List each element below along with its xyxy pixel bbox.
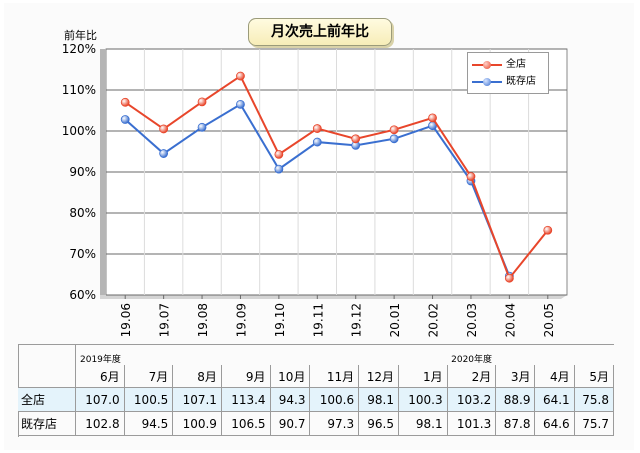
data-point-existing-stores bbox=[236, 99, 245, 109]
table-cell: 64.1 bbox=[534, 387, 575, 412]
legend-label-existing-stores: 既存店 bbox=[506, 76, 536, 87]
data-point-all-stores bbox=[428, 113, 437, 123]
table-cell: 100.9 bbox=[172, 411, 222, 436]
x-tick-label: 19.09 bbox=[234, 303, 248, 337]
table-cell: 100.6 bbox=[309, 387, 360, 412]
data-point-all-stores bbox=[466, 172, 476, 181]
data-table: 2019年度 2020年度 6月 7月 8月 9月 10月 11月 12月 1月 2月 3月 4月 5… bbox=[18, 345, 615, 436]
table-cell: 97.3 bbox=[309, 411, 360, 436]
table-cell: 103.2 bbox=[447, 387, 497, 412]
x-tick-label: 20.02 bbox=[427, 303, 441, 337]
table-cell: 100.5 bbox=[124, 387, 174, 412]
data-point-all-stores bbox=[197, 97, 207, 107]
row-label: 全店 bbox=[18, 387, 76, 412]
month-header-cell: 8月 bbox=[172, 365, 222, 388]
table-cell: 75.8 bbox=[574, 387, 615, 412]
x-tick-label: 19.10 bbox=[273, 303, 287, 337]
table-cell: 102.8 bbox=[75, 411, 125, 436]
y-axis-label: 前年比 bbox=[64, 29, 97, 42]
table-cell: 101.3 bbox=[447, 411, 497, 436]
y-tick-label: 80% bbox=[69, 206, 96, 220]
table-cell: 98.1 bbox=[358, 387, 399, 412]
x-tick-label: 19.12 bbox=[350, 303, 364, 337]
fy2020-label: 2020年度 bbox=[451, 355, 493, 365]
fy2019-label: 2019年度 bbox=[80, 355, 121, 365]
data-point-existing-stores bbox=[197, 122, 207, 132]
y-tick-label: 60% bbox=[69, 288, 96, 302]
x-tick-label: 20.05 bbox=[542, 303, 556, 337]
month-header-cell: 5月 bbox=[574, 365, 615, 388]
table-cell: 75.7 bbox=[574, 411, 615, 436]
data-point-all-stores bbox=[351, 134, 361, 144]
y-tick-label: 110% bbox=[62, 83, 96, 97]
row-label: 既存店 bbox=[18, 411, 76, 436]
table-row-all-stores: 全店 107.0 100.5 107.1 113.4 94.3 100.6 98.1 100.… bbox=[18, 387, 615, 412]
data-point-all-stores bbox=[543, 225, 553, 235]
table-cell: 106.5 bbox=[221, 411, 271, 436]
legend-marker bbox=[483, 61, 491, 69]
plot-depth-wall bbox=[100, 49, 106, 295]
table-cell: 94.5 bbox=[124, 411, 174, 436]
table-cell: 107.1 bbox=[172, 387, 222, 412]
month-header-cell: 11月 bbox=[309, 365, 360, 388]
month-header-cell: 2月 bbox=[447, 365, 497, 388]
month-header-cell: 3月 bbox=[495, 365, 536, 388]
table-cell: 94.3 bbox=[270, 387, 311, 412]
table-cell: 113.4 bbox=[221, 387, 271, 412]
month-header-cell: 9月 bbox=[221, 365, 271, 388]
x-tick-label: 19.11 bbox=[311, 303, 325, 337]
month-header-cell: 7月 bbox=[124, 365, 174, 388]
y-tick-label: 120% bbox=[62, 42, 96, 56]
series-line-all-stores bbox=[124, 74, 549, 281]
y-tick-label: 70% bbox=[69, 247, 96, 261]
x-tick-label: 19.06 bbox=[119, 303, 133, 337]
x-tick-label: 19.08 bbox=[196, 303, 210, 337]
month-header-row: 6月 7月 8月 9月 10月 11月 12月 1月 2月 3月 4月 5月 bbox=[18, 365, 615, 388]
chart-legend: 全店 既存店 bbox=[467, 52, 549, 94]
chart-title: 月次売上前年比 bbox=[248, 18, 392, 46]
table-cell: 87.8 bbox=[495, 411, 536, 436]
data-point-existing-stores bbox=[312, 137, 322, 147]
table-cell: 98.1 bbox=[398, 411, 448, 436]
data-point-all-stores bbox=[236, 71, 245, 81]
table-row-existing-stores: 既存店 102.8 94.5 100.9 106.5 90.7 97.3 96.5 98.1 1… bbox=[18, 411, 615, 436]
table-top-border bbox=[18, 344, 614, 345]
fiscal-year-row: 2019年度 2020年度 bbox=[18, 345, 614, 365]
table-cell: 96.5 bbox=[358, 411, 399, 436]
x-tick-label: 20.03 bbox=[465, 303, 479, 337]
data-point-all-stores bbox=[274, 149, 284, 159]
table-cell: 90.7 bbox=[270, 411, 311, 436]
table-cell: 100.3 bbox=[398, 387, 448, 412]
data-point-all-stores bbox=[120, 97, 130, 107]
y-tick-label: 100% bbox=[62, 124, 96, 138]
month-header-cell: 10月 bbox=[270, 365, 311, 388]
data-point-existing-stores bbox=[159, 149, 169, 158]
table-cell: 88.9 bbox=[495, 387, 536, 412]
plot-floor bbox=[100, 295, 567, 299]
x-tick-label: 20.04 bbox=[503, 303, 517, 337]
x-tick-label: 20.01 bbox=[388, 303, 402, 337]
data-point-all-stores bbox=[389, 125, 399, 135]
data-point-all-stores bbox=[312, 124, 322, 133]
month-header-cell: 4月 bbox=[534, 365, 575, 388]
table-cell: 64.6 bbox=[534, 411, 575, 436]
x-tick-label: 19.07 bbox=[158, 303, 172, 337]
month-header-cell: 12月 bbox=[358, 365, 399, 388]
data-point-existing-stores bbox=[274, 164, 284, 174]
legend-marker bbox=[483, 78, 491, 86]
y-tick-label: 90% bbox=[69, 165, 96, 179]
legend-label-all-stores: 全店 bbox=[506, 59, 526, 70]
data-point-all-stores bbox=[504, 273, 514, 283]
data-point-existing-stores bbox=[120, 115, 130, 124]
month-header-cell: 1月 bbox=[398, 365, 448, 388]
data-point-existing-stores bbox=[389, 134, 399, 144]
data-point-all-stores bbox=[159, 124, 169, 134]
month-header-cell: 6月 bbox=[75, 365, 125, 388]
table-cell: 107.0 bbox=[75, 387, 125, 412]
